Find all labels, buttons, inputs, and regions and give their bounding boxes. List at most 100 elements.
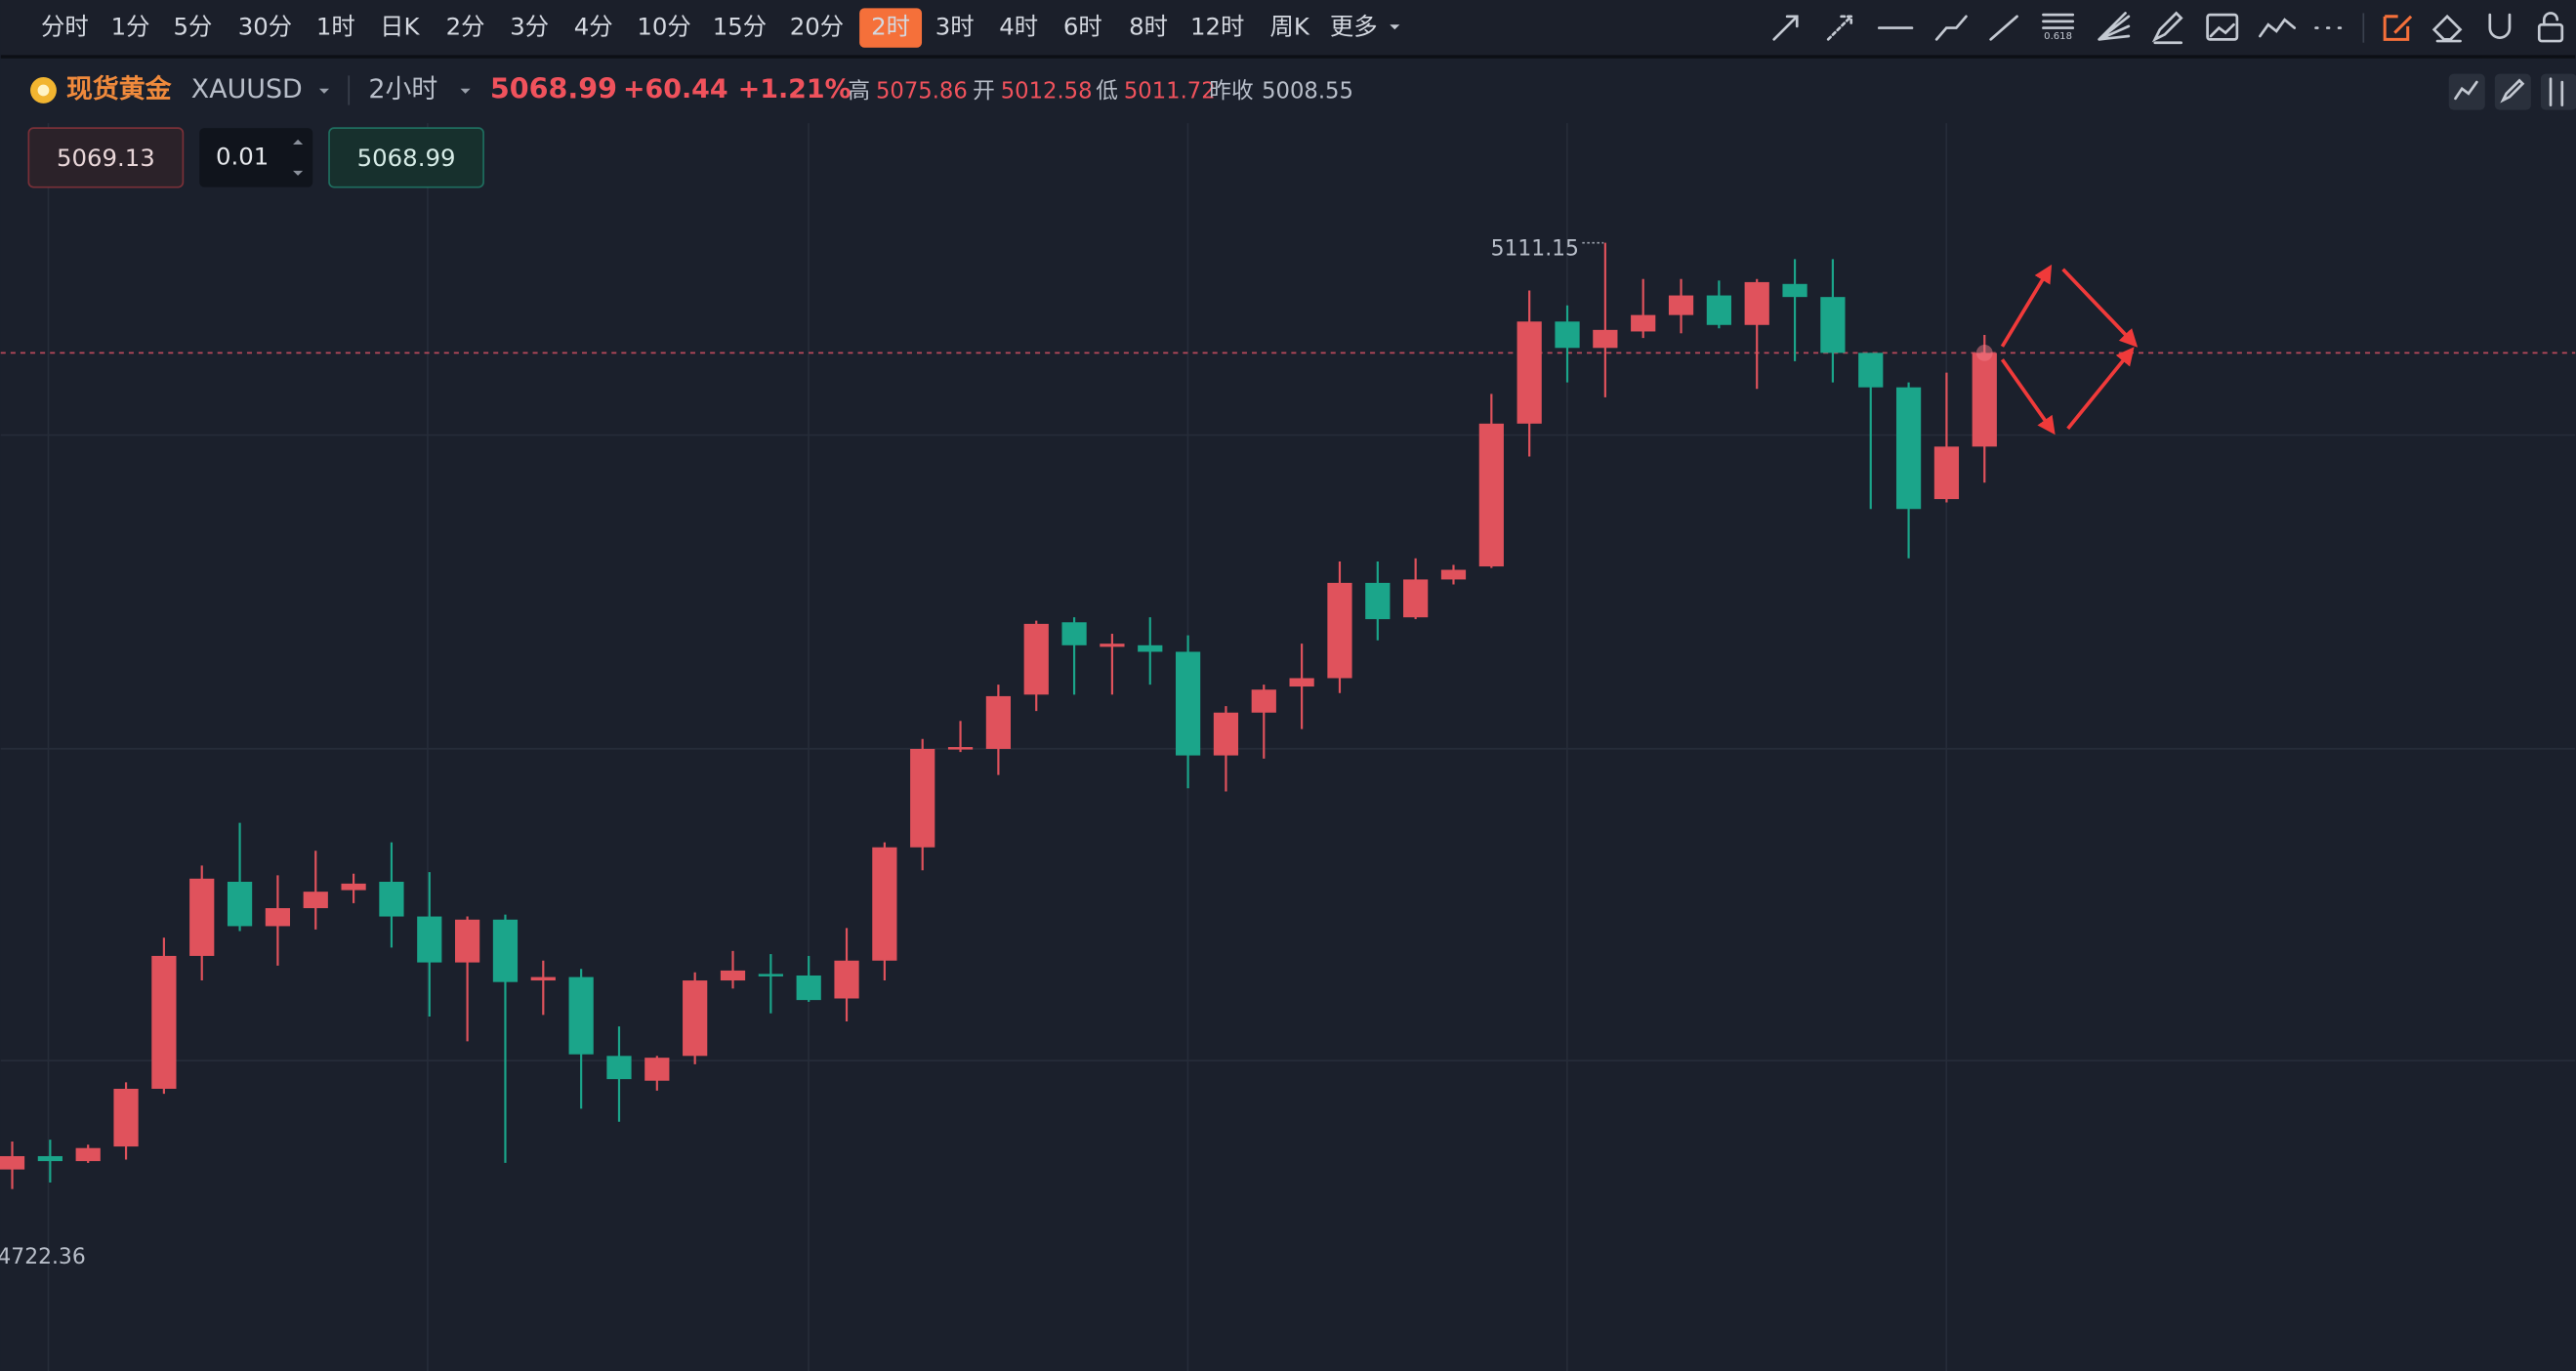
candle-glyph[interactable] — [2549, 77, 2564, 106]
candle-body — [947, 747, 974, 750]
candle-body — [151, 955, 177, 1090]
candle-button[interactable] — [2540, 73, 2576, 110]
chart-settings[interactable] — [2448, 73, 2576, 110]
symbol-caret — [318, 88, 330, 94]
instrument-name: 现货黄金 — [66, 73, 173, 104]
lots[interactable]: 0.01 — [216, 142, 269, 170]
interval[interactable]: 2小时 — [368, 74, 437, 104]
interval-tab[interactable]: 更多 — [1330, 13, 1378, 41]
interval-tab[interactable]: 30分 — [238, 13, 292, 41]
candle-body — [796, 975, 821, 1001]
candle-body — [1061, 622, 1087, 645]
candle-body — [985, 695, 1012, 749]
candle-body — [1555, 321, 1580, 349]
tool-pattern[interactable] — [2259, 18, 2297, 38]
price-change: +60.44 — [623, 74, 728, 104]
candle-body — [1289, 678, 1314, 687]
candle-body — [1631, 314, 1656, 332]
interval-tab[interactable]: 分时 — [41, 13, 89, 41]
interval-tab[interactable]: 日K — [380, 13, 420, 41]
candle-body — [1517, 321, 1542, 424]
tool-lock[interactable] — [2537, 22, 2564, 43]
tool-magnet[interactable] — [2488, 13, 2512, 40]
candle-plot: 5111.15 4722.36 — [0, 236, 2576, 1269]
tool-image[interactable] — [2206, 13, 2239, 41]
arrow — [2066, 347, 2135, 431]
interval-tab[interactable]: 周K — [1270, 13, 1310, 41]
interval-tab[interactable]: 12时 — [1190, 13, 1244, 41]
active-tab[interactable] — [859, 8, 923, 48]
candle-body — [265, 908, 291, 927]
drawn-arrows — [2000, 264, 2139, 436]
interval-tab[interactable]: 3时 — [935, 13, 975, 41]
draw-glyph[interactable] — [2500, 78, 2525, 104]
interval-tab[interactable]: 1时 — [316, 13, 355, 41]
candle-body — [1251, 689, 1276, 713]
tool-ray[interactable] — [1826, 15, 1853, 41]
interval-tab[interactable]: 1分 — [111, 13, 150, 41]
candle-body — [1706, 295, 1731, 325]
arrow — [2000, 264, 2053, 348]
last-price: 5068.99 — [490, 71, 617, 104]
prev-close-value: 5008.55 — [1262, 79, 1353, 104]
price-change-pct: +1.21% — [738, 74, 852, 104]
candle-body — [0, 1155, 25, 1170]
interval-tab[interactable]: 8时 — [1129, 13, 1168, 41]
candle-body — [644, 1058, 670, 1081]
buy-price[interactable]: 5068.99 — [357, 144, 456, 172]
interval-tab[interactable]: 3分 — [510, 13, 549, 41]
tool-line[interactable] — [1989, 15, 2018, 41]
candle-body — [720, 970, 746, 981]
candle-body — [1365, 582, 1391, 620]
candle-body — [1478, 423, 1504, 567]
interval-tab[interactable]: 2分 — [446, 13, 485, 41]
indicator-glyph[interactable] — [2454, 80, 2478, 101]
tool-eraser[interactable] — [2431, 14, 2463, 43]
candle-body — [606, 1056, 632, 1080]
min-label: 4722.36 — [0, 1245, 86, 1269]
tool-edit[interactable] — [2383, 15, 2413, 41]
tool-arrow[interactable] — [1772, 15, 1799, 41]
tool-image-glyph[interactable] — [2209, 22, 2235, 38]
candle-body — [1972, 353, 1997, 447]
candle-body — [683, 980, 708, 1057]
lots-input[interactable] — [199, 128, 313, 187]
candle-body — [379, 882, 404, 917]
tool-segment[interactable] — [1934, 15, 1968, 41]
symbol[interactable]: XAUUSD — [191, 74, 303, 104]
tool-fib-label[interactable]: 0.618 — [2044, 31, 2072, 42]
candle-body — [1327, 582, 1352, 679]
candle-body — [568, 976, 594, 1055]
candle-body — [1213, 712, 1239, 756]
tool-fib[interactable] — [2042, 13, 2075, 29]
drawing-tools[interactable]: 0.618 — [1772, 11, 2564, 45]
interval-tab[interactable]: 5分 — [174, 13, 213, 41]
interval-tab[interactable]: 2时 — [871, 13, 910, 41]
interval-tab[interactable]: 10分 — [637, 13, 690, 41]
candle-body — [1100, 644, 1125, 647]
candle-body — [758, 974, 783, 976]
interval-tab[interactable]: 4分 — [574, 13, 613, 41]
candle-body — [1593, 329, 1618, 349]
sell-price[interactable]: 5069.13 — [57, 144, 155, 172]
last-price-glow — [1975, 344, 1993, 361]
interval-tab[interactable]: 20分 — [790, 13, 844, 41]
tool-lock-shackle[interactable] — [2542, 12, 2559, 26]
buy-button[interactable] — [328, 127, 484, 188]
candle-body — [1933, 446, 1960, 500]
tool-pen[interactable] — [2151, 11, 2183, 45]
candle-body — [834, 960, 859, 999]
candle-body — [910, 748, 935, 848]
interval-tab[interactable]: 4时 — [999, 13, 1038, 41]
candle-body — [1023, 623, 1049, 695]
sell-button[interactable] — [27, 127, 185, 188]
candle-body — [1820, 297, 1846, 353]
interval-tab[interactable]: 6时 — [1063, 13, 1102, 41]
tool-fan[interactable] — [2098, 12, 2131, 41]
candle-body — [75, 1147, 101, 1162]
candle-body — [303, 892, 328, 909]
interval-tab[interactable]: 15分 — [713, 13, 767, 41]
candle-body — [455, 919, 480, 963]
